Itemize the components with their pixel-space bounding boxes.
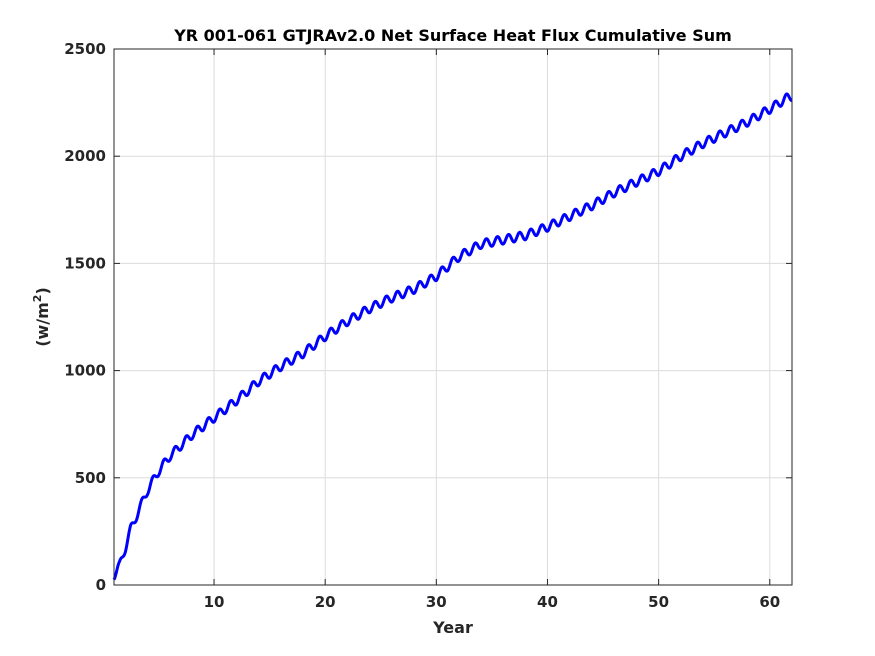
y-axis-label-superscript: 2	[31, 295, 44, 303]
x-tick-label: 60	[759, 593, 780, 611]
y-tick-label: 1500	[64, 254, 106, 272]
x-tick-label: 40	[537, 593, 558, 611]
y-tick-label: 0	[96, 576, 106, 594]
y-tick-labels: 0 500 1000 1500 2000 2500	[64, 40, 106, 594]
y-tick-label: 500	[75, 469, 106, 487]
x-tick-label: 30	[426, 593, 447, 611]
x-tick-labels: 10 20 30 40 50 60	[204, 593, 781, 611]
x-tick-label: 10	[204, 593, 225, 611]
gridlines	[114, 48, 792, 586]
y-tick-label: 2500	[64, 40, 106, 58]
y-axis-label-close: )	[33, 287, 52, 294]
y-tick-label: 2000	[64, 147, 106, 165]
x-tick-label: 50	[648, 593, 669, 611]
plot-area	[114, 49, 792, 585]
series-layer	[112, 92, 794, 581]
chart-title: YR 001-061 GTJRAv2.0 Net Surface Heat Fl…	[173, 26, 732, 45]
series-line	[112, 92, 794, 581]
y-tick-label: 1000	[64, 362, 106, 380]
tick-marks	[114, 48, 792, 586]
y-axis-label-main: (w/m	[33, 302, 52, 347]
x-tick-label: 20	[315, 593, 336, 611]
x-axis-label: Year	[432, 618, 473, 637]
axes-box	[113, 48, 793, 586]
y-axis-label: (w/m2)	[31, 287, 52, 347]
